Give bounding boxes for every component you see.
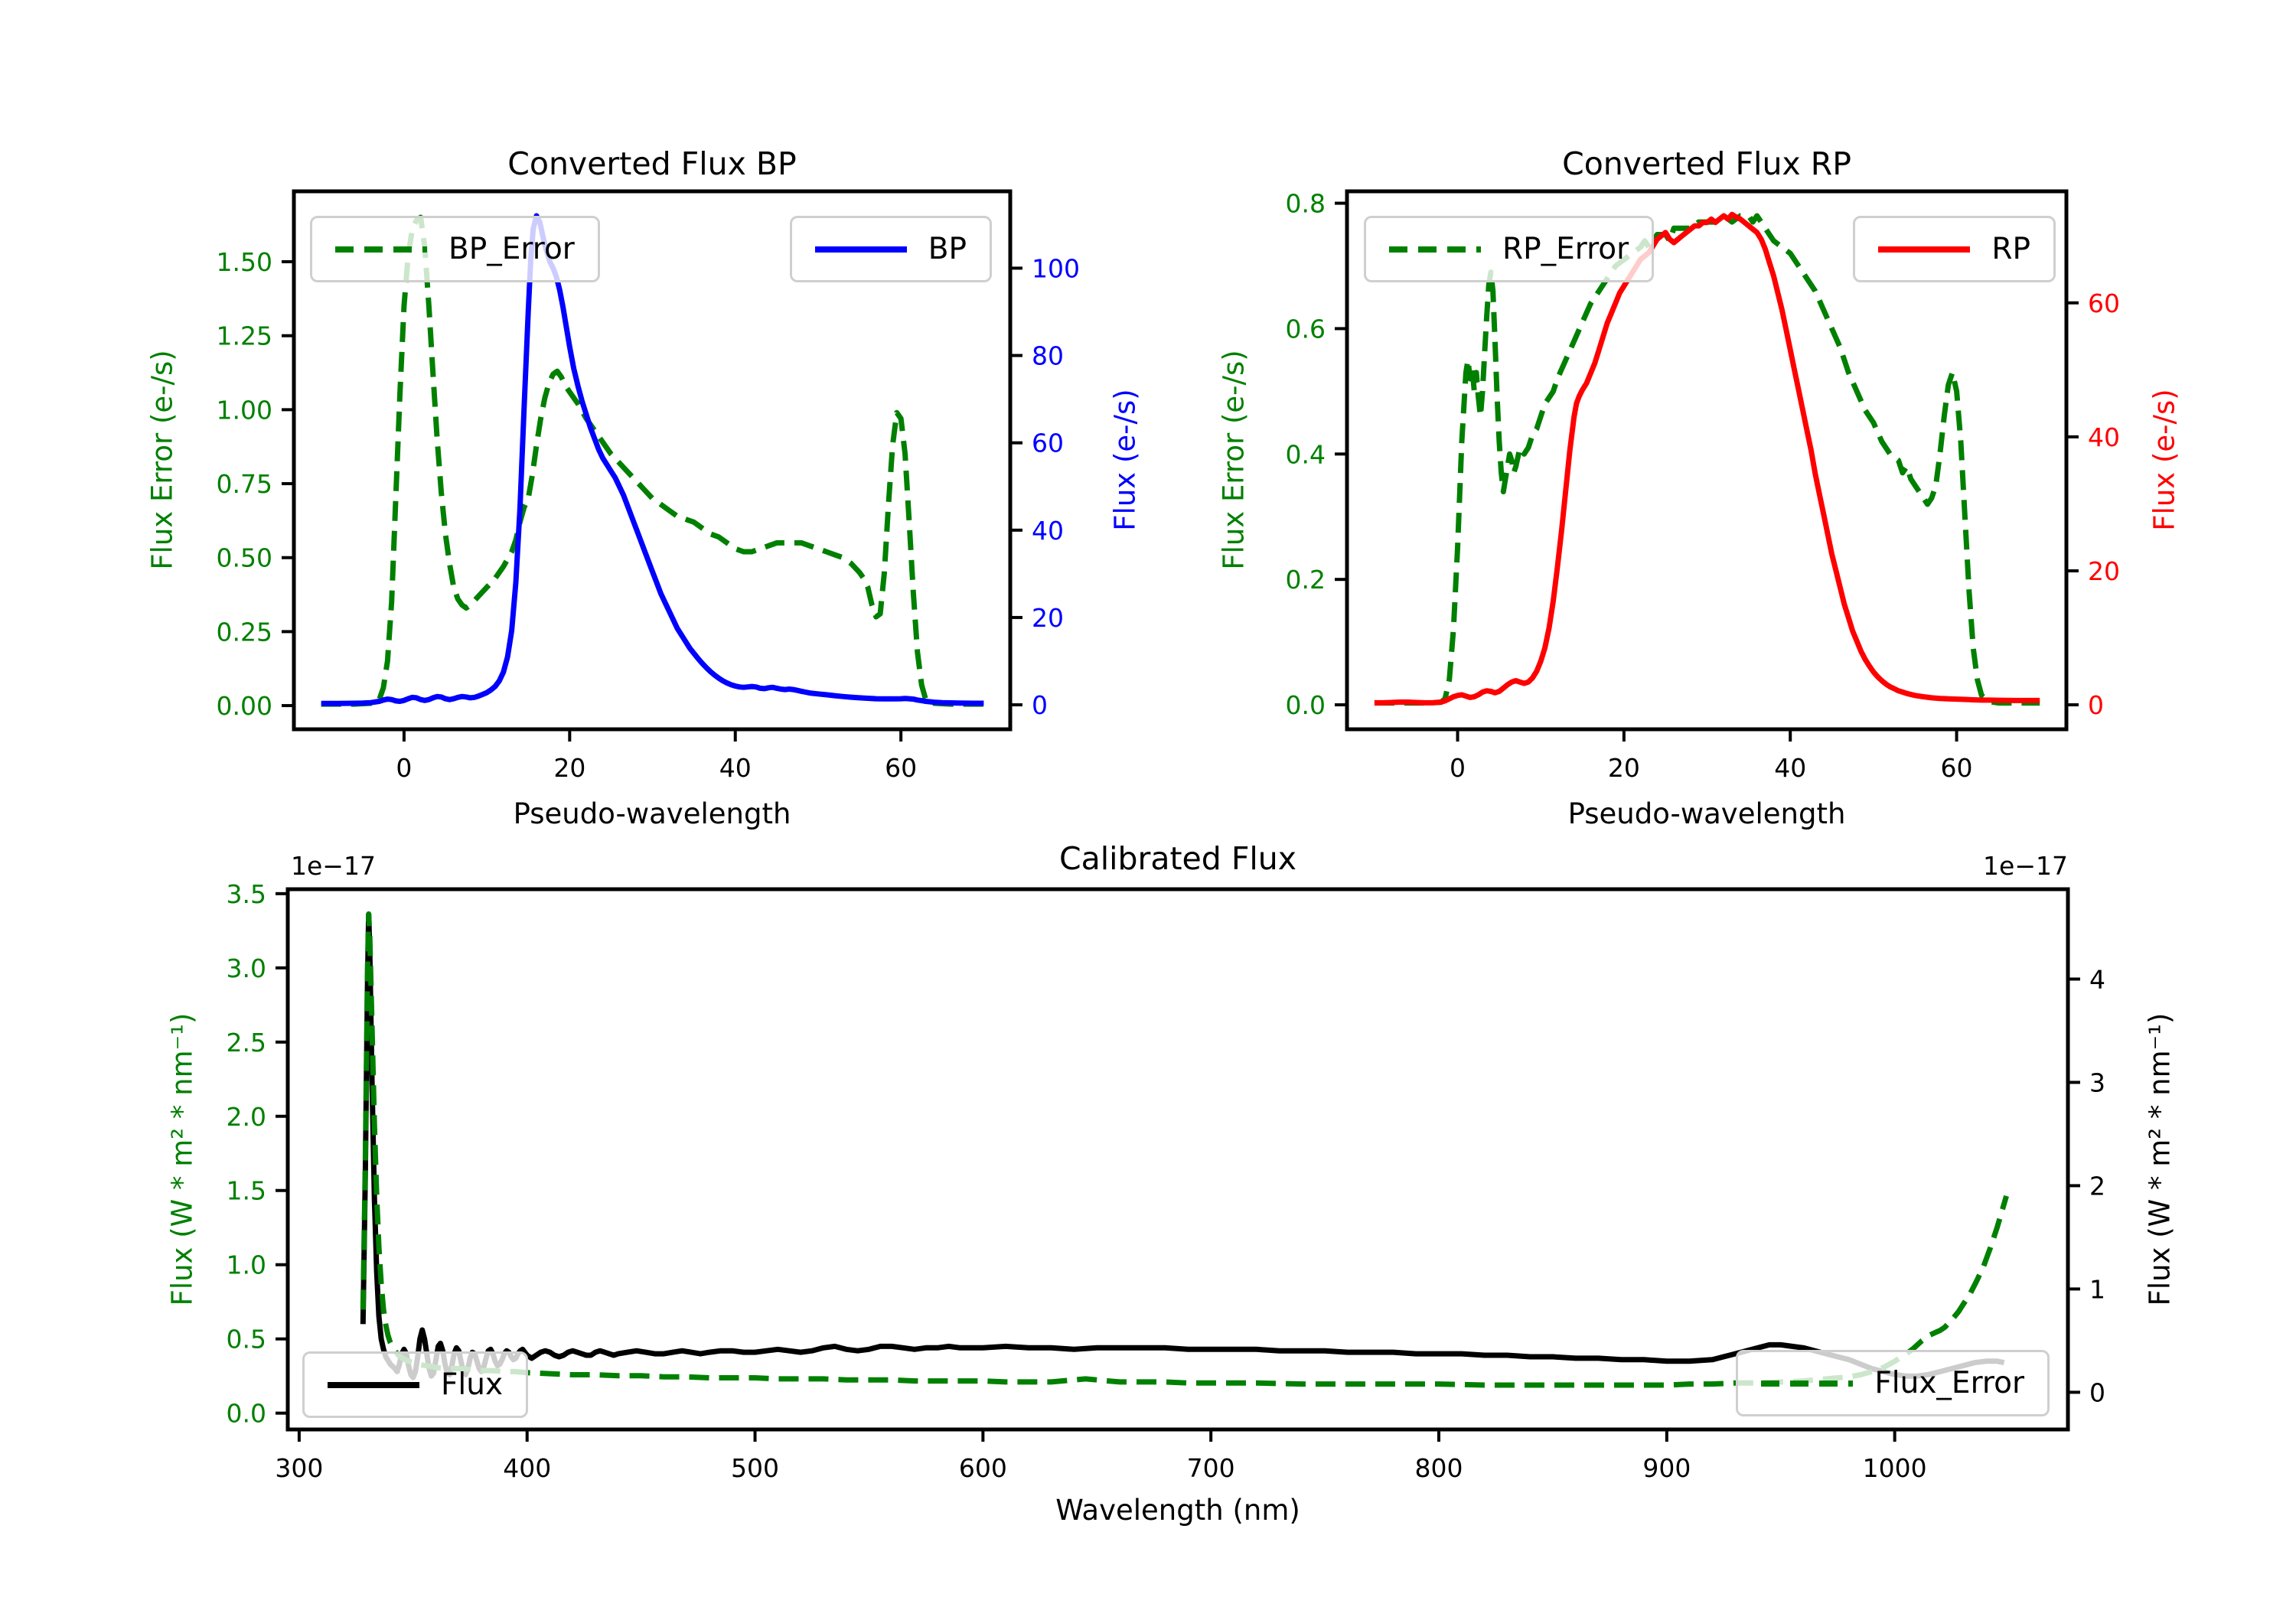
bp-ytick-left-label: 0.50 [217,543,272,573]
bp-yaxis-left-label: Flux Error (e-/s) [145,350,179,570]
bp-bp_error-curve [321,214,984,707]
cal-ytick-left-label: 3.5 [227,879,266,909]
rp-ytick-left-label: 0.6 [1286,314,1326,344]
bp-ytick-right-label: 80 [1032,341,1064,371]
cal-xtick-label: 900 [1642,1453,1691,1483]
cal-ytick-left-label: 2.5 [227,1028,266,1058]
calibrated-right-scale-offset: 1e−17 [1983,851,2068,881]
bp-xaxis-label: Pseudo-wavelength [513,797,791,830]
bp-error-legend-line-icon [335,246,427,253]
cal-xtick-label: 300 [275,1453,323,1483]
rp-ytick-left-label: 0.2 [1286,565,1326,595]
calibrated-xaxis-label: Wavelength (nm) [1055,1494,1300,1527]
bp-plot-title: Converted Flux BP [507,145,797,182]
rp-error-legend-line-icon [1389,246,1481,253]
bp-ytick-left-label: 0.75 [217,469,272,499]
rp-xtick-label: 0 [1450,753,1466,783]
bp-ytick-right-label: 40 [1032,516,1064,546]
flux-error-legend: Flux_Error [1736,1350,2050,1416]
rp-xtick-label: 60 [1941,753,1973,783]
bp-xtick-label: 60 [885,753,917,783]
cal-ytick-right-label: 2 [2089,1171,2105,1201]
bp-legend: BP [789,216,992,282]
cal-xtick-label: 500 [731,1453,779,1483]
bp-xtick-label: 0 [396,753,412,783]
rp-ytick-left-label: 0.8 [1286,189,1326,219]
cal-xtick-label: 700 [1187,1453,1235,1483]
flux-error-legend-line-icon [1761,1380,1854,1387]
flux-legend-line-icon [328,1381,419,1388]
bp-yaxis-right-label: Flux (e-/s) [1108,389,1142,531]
bp-ytick-left-label: 0.00 [217,691,272,721]
rp-axes-box [1345,189,2069,732]
rp-xtick-label: 40 [1774,753,1806,783]
bp-error-legend: BP_Error [310,216,600,282]
rp-ytick-right-label: 60 [2088,288,2120,318]
bp-xtick-label: 40 [719,753,752,783]
flux-error-legend-label: Flux_Error [1874,1366,2024,1400]
cal-flux-curve [360,911,2005,1380]
bp-ytick-left-label: 0.25 [217,617,272,647]
calibrated-yaxis-left-label: Flux (W * m² * nm⁻¹) [165,1012,199,1306]
rp-ytick-right-label: 20 [2088,556,2120,586]
rp-xtick-label: 20 [1608,753,1640,783]
bp-ytick-right-label: 0 [1032,690,1048,720]
rp-error-legend: RP_Error [1364,216,1655,282]
rp-ytick-left-label: 0.0 [1286,690,1326,720]
cal-ytick-left-label: 0.5 [227,1325,266,1354]
rp-yaxis-left-label: Flux Error (e-/s) [1217,350,1251,570]
cal-ytick-left-label: 2.0 [227,1102,266,1132]
rp-ytick-right-label: 40 [2088,422,2120,452]
cal-axes-box [285,887,2070,1432]
calibrated-left-scale-offset: 1e−17 [291,851,376,881]
cal-ytick-right-label: 1 [2089,1274,2105,1304]
flux-legend: Flux [302,1351,529,1418]
rp-yaxis-right-label: Flux (e-/s) [2148,389,2181,531]
bp-legend-label: BP [928,232,967,266]
bp-ytick-right-label: 60 [1032,429,1064,458]
bp-ytick-left-label: 1.25 [217,321,272,351]
bp-axes-box [292,189,1013,732]
cal-ytick-right-label: 0 [2089,1377,2105,1407]
rp-error-legend-label: RP_Error [1502,232,1629,266]
calibrated-plot-title: Calibrated Flux [1058,840,1297,877]
rp-legend-line-icon [1878,246,1971,253]
cal-xtick-label: 1000 [1863,1453,1927,1483]
cal-ytick-left-label: 1.0 [227,1250,266,1280]
cal-ytick-right-label: 4 [2089,964,2105,994]
bp-error-legend-label: BP_Error [448,232,575,266]
bp-xtick-label: 20 [553,753,585,783]
rp-plot-title: Converted Flux RP [1562,145,1851,182]
bp-ytick-left-label: 1.50 [217,247,272,277]
calibrated-yaxis-right-label: Flux (W * m² * nm⁻¹) [2143,1012,2177,1306]
rp-rp-curve [1374,211,2040,706]
cal-ytick-right-label: 3 [2089,1068,2105,1097]
bp-ytick-left-label: 1.00 [217,395,272,425]
cal-ytick-left-label: 3.0 [227,953,266,983]
rp-legend-label: RP [1991,232,2030,266]
cal-ytick-left-label: 1.5 [227,1176,266,1206]
bp-ytick-right-label: 100 [1032,253,1080,283]
bp-ytick-right-label: 20 [1032,603,1064,633]
rp-rp_error-curve [1374,213,2040,706]
cal-ytick-left-label: 0.0 [227,1399,266,1429]
rp-ytick-right-label: 0 [2088,690,2104,720]
bp-bp-curve [321,213,984,706]
cal-xtick-label: 600 [959,1453,1007,1483]
rp-ytick-left-label: 0.4 [1286,439,1326,469]
cal-xtick-label: 800 [1415,1453,1463,1483]
bp-legend-line-icon [814,246,907,253]
rp-xaxis-label: Pseudo-wavelength [1567,797,1846,830]
cal-flux_error-curve [360,911,2009,1388]
flux-legend-label: Flux [441,1367,504,1402]
cal-xtick-label: 400 [503,1453,551,1483]
rp-legend: RP [1853,216,2056,282]
